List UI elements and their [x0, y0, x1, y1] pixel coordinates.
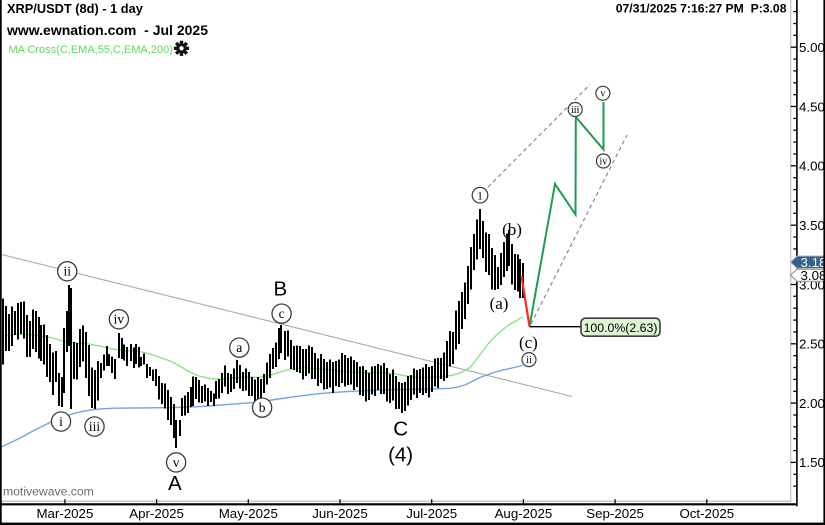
svg-text:2.50: 2.50 [799, 337, 825, 352]
svg-text:i: i [59, 414, 63, 429]
svg-text:Sep-2025: Sep-2025 [586, 506, 644, 521]
svg-text:(c): (c) [519, 333, 538, 352]
svg-text:b: b [259, 400, 266, 415]
svg-text:a: a [236, 340, 242, 355]
svg-text:Jul-2025: Jul-2025 [406, 506, 457, 521]
svg-text:iii: iii [89, 419, 101, 434]
svg-text:4.50: 4.50 [799, 99, 825, 114]
svg-text:(b): (b) [502, 220, 522, 239]
svg-text:Oct-2025: Oct-2025 [679, 506, 734, 521]
svg-text:4.00: 4.00 [799, 159, 825, 174]
svg-text:Jun-2025: Jun-2025 [312, 506, 367, 521]
svg-text:1.50: 1.50 [799, 455, 825, 470]
svg-text:C: C [393, 418, 408, 441]
svg-text:5.00: 5.00 [799, 40, 825, 55]
svg-text:c: c [279, 306, 285, 321]
svg-text:May-2025: May-2025 [219, 506, 278, 521]
svg-text:www.ewnation.com - Jul 2025: www.ewnation.com - Jul 2025 [6, 22, 208, 38]
svg-text:100.0%(2.63): 100.0%(2.63) [584, 321, 658, 335]
svg-text:3.50: 3.50 [799, 218, 825, 233]
svg-text:3.08: 3.08 [801, 268, 825, 283]
svg-text:MA Cross(C,EMA,55,C,EMA,200): MA Cross(C,EMA,55,C,EMA,200) [9, 44, 173, 56]
svg-text:B: B [273, 278, 287, 301]
svg-text:(a): (a) [490, 294, 509, 313]
svg-text:07/31/2025 7:16:27 PM P:3.08: 07/31/2025 7:16:27 PM P:3.08 [616, 2, 787, 16]
svg-text:Apr-2025: Apr-2025 [129, 506, 184, 521]
svg-text:iv: iv [600, 156, 608, 167]
svg-text:iv: iv [114, 312, 125, 327]
svg-text:XRP/USDT (8d) - 1 day: XRP/USDT (8d) - 1 day [7, 1, 144, 16]
svg-text:Mar-2025: Mar-2025 [36, 506, 93, 521]
svg-text:ii: ii [63, 264, 71, 279]
svg-text:3.18: 3.18 [801, 255, 825, 270]
svg-text:A: A [168, 472, 182, 495]
svg-text:2.00: 2.00 [799, 396, 825, 411]
svg-text:iii: iii [571, 105, 580, 116]
svg-text:1: 1 [477, 190, 483, 202]
svg-text:v: v [173, 455, 180, 470]
svg-text:v: v [600, 89, 605, 100]
svg-text:motivewave.com: motivewave.com [3, 485, 94, 499]
svg-text:ii: ii [526, 355, 532, 366]
svg-text:Aug-2025: Aug-2025 [495, 506, 553, 521]
svg-text:(4): (4) [388, 444, 413, 467]
